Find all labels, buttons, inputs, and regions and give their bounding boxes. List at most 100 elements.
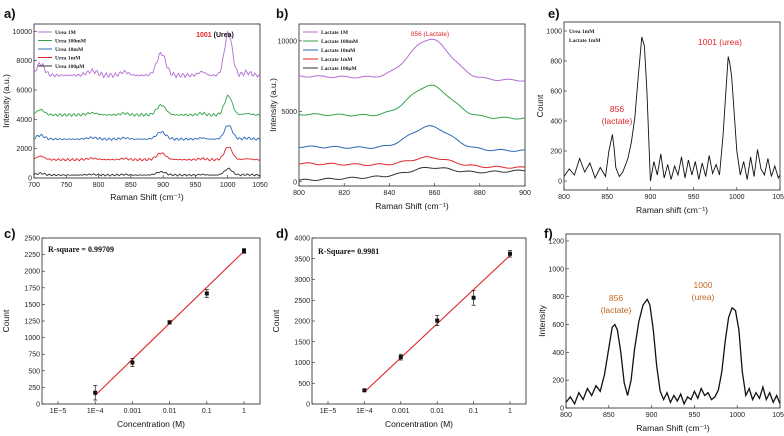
panel-e-ytick-label: 400 <box>550 119 562 126</box>
panel-f-ytick-label: 1200 <box>548 238 564 245</box>
panel-c-xtick-label: 1E−5 <box>50 408 67 415</box>
panel-a-ytick-label: 2000 <box>16 146 32 153</box>
panel-f-ytick-label: 400 <box>552 350 564 357</box>
panel-d-ytick-label: 3000 <box>294 277 310 284</box>
panel-d-ylabel: Count <box>271 309 281 332</box>
panel-c-rsq: R-square = 0.99709 <box>48 245 114 254</box>
panel-a-legend: Urea 1M Urea 100mM Urea 10mM Urea 1mM Urea 1… <box>38 30 87 70</box>
panel-a-xtick-label: 850 <box>125 182 137 189</box>
panel-a-xtick-label: 1000 <box>220 182 236 189</box>
panel-e-xtick-label: 1000 <box>729 194 745 201</box>
panel-c-xtick-label: 0.01 <box>163 408 177 415</box>
panel-f-letter: f) <box>544 226 553 241</box>
panel-d-xtick-label: 1E−4 <box>356 408 373 415</box>
panel-c-ytick-label: 1750 <box>24 285 40 292</box>
panel-c-ticks: 1E−5 1E−4 0.001 0.01 0.1 1 0 250 500 750 1000 1250 1… <box>24 236 246 416</box>
panel-b-series-1 <box>298 84 526 120</box>
panel-e-ytick-label: 200 <box>550 149 562 156</box>
panel-d-point <box>398 355 403 360</box>
panel-a-legend-label-1: Urea 100mM <box>55 39 87 45</box>
panel-e-xtick-label: 800 <box>558 194 570 201</box>
panel-c-point <box>204 291 209 296</box>
panel-e-xlabel: Raman shift (cm⁻¹) <box>636 205 708 215</box>
panel-a-xtick-label: 950 <box>190 182 202 189</box>
panel-d-xtick-label: 0.01 <box>430 408 444 415</box>
panel-d-ytick-label: 2500 <box>294 298 310 305</box>
panel-b-series-4 <box>298 166 526 182</box>
panel-f-peak-label-lactate: (lactate) <box>601 305 632 315</box>
panel-b-annotation: 856 (Lactate) <box>411 31 449 38</box>
panel-e-ylabel: Count <box>535 94 545 117</box>
panel-e-peak-label-856: 856 <box>610 104 624 114</box>
panel-d-xlabel: Concentration (M) <box>385 419 453 429</box>
panel-f-xtick-label: 1050 <box>772 412 784 419</box>
panel-e-letter: e) <box>548 6 560 21</box>
panel-d-point <box>471 295 476 300</box>
panel-d-xtick-label: 1 <box>508 408 512 415</box>
panel-c-ytick-label: 0 <box>36 402 40 409</box>
panel-a-series-4 <box>33 167 261 177</box>
panel-a-ytick-label: 10000 <box>13 29 33 36</box>
panel-a-ticks: 700 750 800 850 900 950 1000 1050 0 2000 4000 6000 8… <box>13 29 268 189</box>
panel-d-xtick-label: 0.001 <box>392 408 410 415</box>
panel-a-annotation: 1001 (Urea) <box>196 32 234 39</box>
panel-d-letter: d) <box>276 226 288 241</box>
panel-e-xtick-label: 850 <box>601 194 613 201</box>
panel-c-xtick-label: 1 <box>242 408 246 415</box>
panel-f-series <box>565 298 781 406</box>
panel-c-xlabel: Concentration (M) <box>117 419 185 429</box>
panel-c-ytick-label: 250 <box>28 385 40 392</box>
panel-b: b) 800 820 840 860 880 900 0 5000 10000 Lactate … <box>268 6 531 211</box>
panel-b-series-2 <box>299 125 526 152</box>
panel-c-ytick-label: 2500 <box>24 236 40 243</box>
panel-c-point <box>167 320 172 325</box>
panel-a-series <box>33 30 261 177</box>
panel-b-legend: Lactate 1M Lactate 100mM Lactate 10mM Lacta… <box>303 30 359 72</box>
panel-d-ticks: 1E−5 1E−4 0.001 0.01 0.1 1 0 500 1000 1500 2000 250… <box>294 236 512 416</box>
panel-f-ytick-label: 200 <box>552 378 564 385</box>
panel-f-xtick-label: 850 <box>603 412 615 419</box>
panel-e-xtick-label: 1050 <box>772 194 784 201</box>
panel-d-ytick-label: 1500 <box>294 339 310 346</box>
panel-a-ytick-label: 6000 <box>16 88 32 95</box>
panel-e: e) 800 850 900 950 1000 1050 0 200 400 600 800 1000… <box>535 6 784 215</box>
panel-b-xtick-label: 900 <box>519 190 531 197</box>
panel-d-ytick-label: 500 <box>298 381 310 388</box>
panel-b-series-3 <box>298 156 526 169</box>
panel-c-point <box>130 360 135 365</box>
panel-c-series <box>93 248 246 401</box>
panel-b-legend-label-4: Lactate 100µM <box>321 66 358 72</box>
panel-f-ytick-label: 1000 <box>548 266 564 273</box>
panel-a-ytick-label: 8000 <box>16 58 32 65</box>
panel-e-legend-2: Lactate 1mM <box>569 38 601 44</box>
panel-f-peak-label-856: 856 <box>609 293 623 303</box>
panel-a-ytick-label: 4000 <box>16 117 32 124</box>
panel-d-ytick-label: 0 <box>306 402 310 409</box>
panel-a-legend-label-2: Urea 10mM <box>55 47 84 53</box>
panel-c-xtick-label: 0.1 <box>202 408 212 415</box>
panel-c-xtick-label: 0.001 <box>124 408 142 415</box>
panel-c: c) 1E−5 1E−4 0.001 0.01 0.1 1 0 250 500 750 1000 12… <box>1 226 261 429</box>
panel-a-letter: a) <box>4 6 16 21</box>
panel-e-series <box>563 36 781 182</box>
panel-f-peak-label-1000: 1000 <box>694 280 713 290</box>
panel-d-rsq: R-Square= 0.9981 <box>318 247 379 256</box>
panel-d-series <box>362 250 512 393</box>
panel-f-ytick-label: 800 <box>552 294 564 301</box>
panel-f-xtick-label: 950 <box>689 412 701 419</box>
panel-e-frame <box>563 21 781 191</box>
panel-d-ytick-label: 3500 <box>294 256 310 263</box>
panel-a-xtick-label: 900 <box>157 182 169 189</box>
panel-d-point <box>508 251 512 256</box>
panel-f-xlabel: Raman Shift (cm⁻¹) <box>636 423 710 433</box>
panel-c-point <box>242 248 246 253</box>
panel-a-xlabel: Raman Shift (cm⁻¹) <box>110 192 184 202</box>
panel-e-series <box>563 36 781 182</box>
panel-b-xtick-label: 800 <box>293 190 305 197</box>
panel-d-xtick-label: 1E−5 <box>320 408 337 415</box>
panel-b-ylabel: Intensity (a.u.) <box>268 78 278 132</box>
panel-e-peak-label-lactate: (lactate) <box>602 116 633 126</box>
panel-b-xtick-label: 880 <box>474 190 486 197</box>
